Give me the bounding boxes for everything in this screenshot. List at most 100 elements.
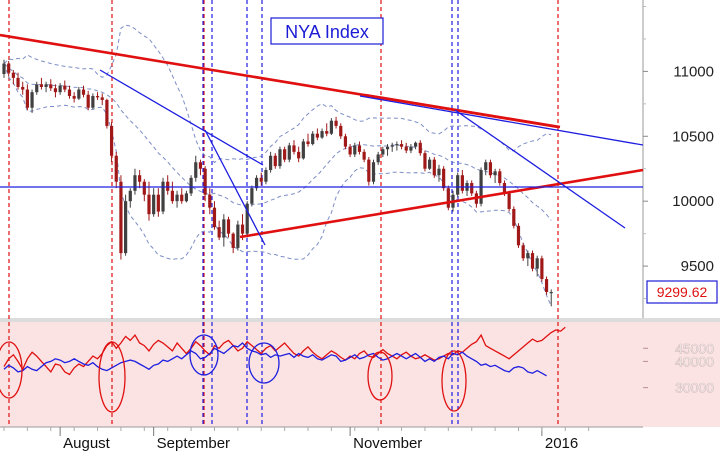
candle-body	[544, 279, 549, 293]
candle-body	[226, 219, 231, 234]
candle-body	[58, 85, 62, 93]
candle	[512, 206, 516, 229]
candle	[16, 72, 20, 90]
candle-body	[231, 233, 235, 248]
candle-body	[530, 253, 535, 269]
candle-body	[147, 194, 151, 215]
candle	[493, 168, 497, 184]
candle	[114, 151, 118, 189]
candle-body	[170, 190, 174, 202]
candle-body	[507, 193, 511, 209]
candle	[530, 250, 535, 272]
candle-body	[367, 159, 371, 182]
candle	[203, 166, 207, 202]
candle-body	[484, 162, 488, 171]
bollinger-upper	[3, 24, 552, 164]
candle-body	[399, 144, 404, 147]
candle-body	[470, 183, 474, 194]
candle-body	[512, 208, 516, 226]
candle-body	[105, 99, 109, 126]
candle	[212, 201, 217, 230]
last-value-box	[646, 280, 718, 304]
candle	[170, 181, 174, 204]
candle	[446, 185, 450, 211]
candle-body	[325, 131, 329, 134]
candle-body	[161, 181, 165, 212]
chart-title-box	[270, 17, 384, 45]
candle-body	[208, 194, 212, 208]
candle-body	[540, 258, 544, 280]
candle	[189, 175, 193, 196]
candle-body	[67, 89, 72, 97]
candle	[306, 133, 310, 147]
candle-body	[128, 190, 132, 202]
candle	[128, 188, 132, 208]
candle-body	[409, 146, 413, 151]
candle	[526, 250, 530, 267]
candle	[222, 214, 226, 247]
candle-body	[357, 145, 362, 152]
date-label: November	[353, 435, 422, 452]
candle	[404, 142, 408, 154]
candle	[254, 175, 259, 191]
candle	[30, 89, 34, 113]
candle	[428, 157, 432, 171]
candle-body	[306, 141, 310, 145]
candle-body	[273, 155, 277, 167]
candle	[292, 140, 296, 155]
chart-title: NYA Index	[285, 22, 369, 42]
candle	[488, 159, 493, 178]
candle	[63, 80, 67, 93]
date-label: 2016	[545, 435, 578, 452]
candle	[231, 232, 235, 254]
candle-body	[297, 151, 301, 159]
candle	[194, 155, 198, 182]
candle	[72, 92, 76, 103]
price-axis: 9500 10000 10500 11000	[643, 5, 714, 300]
candle-body	[259, 177, 263, 182]
candle-body	[91, 96, 95, 108]
candle-body	[334, 120, 338, 126]
candle-body	[442, 168, 446, 189]
candle-body	[86, 94, 90, 108]
price-panel-background	[0, 0, 643, 318]
candle-body	[385, 146, 390, 150]
candle-body	[138, 175, 142, 182]
indicator-line-1	[3, 342, 547, 377]
candle-body	[44, 84, 48, 87]
candle-body	[428, 159, 432, 169]
candle-body	[7, 63, 11, 73]
candle	[343, 133, 348, 150]
date-label: September	[157, 435, 230, 452]
candle-body	[395, 144, 399, 146]
candle	[325, 123, 329, 137]
candle	[91, 93, 95, 110]
candle	[95, 92, 100, 100]
candle-body	[53, 88, 58, 93]
indicator-axis-background	[643, 322, 720, 427]
candle	[287, 142, 291, 163]
candle	[507, 190, 511, 212]
candle-body	[194, 162, 198, 178]
indicator-circle-1	[98, 341, 126, 413]
candle	[371, 159, 376, 185]
trendlines	[0, 33, 644, 246]
candle	[180, 188, 184, 204]
candle-body	[21, 86, 25, 90]
candle	[273, 153, 277, 169]
candle-body	[245, 203, 249, 234]
candle	[161, 177, 165, 215]
date-label: August	[63, 435, 111, 452]
candle	[353, 142, 357, 158]
candle	[109, 122, 114, 163]
candle	[175, 190, 179, 208]
candle-body	[250, 188, 254, 204]
candle-body	[498, 171, 502, 184]
candle	[399, 140, 404, 150]
indicator-circles	[0, 334, 467, 413]
candle-body	[423, 153, 427, 169]
indicator-circle-5	[441, 350, 467, 412]
candle-body	[493, 171, 497, 176]
candle	[357, 141, 362, 155]
indicator-tick-label: 30000	[675, 380, 714, 396]
